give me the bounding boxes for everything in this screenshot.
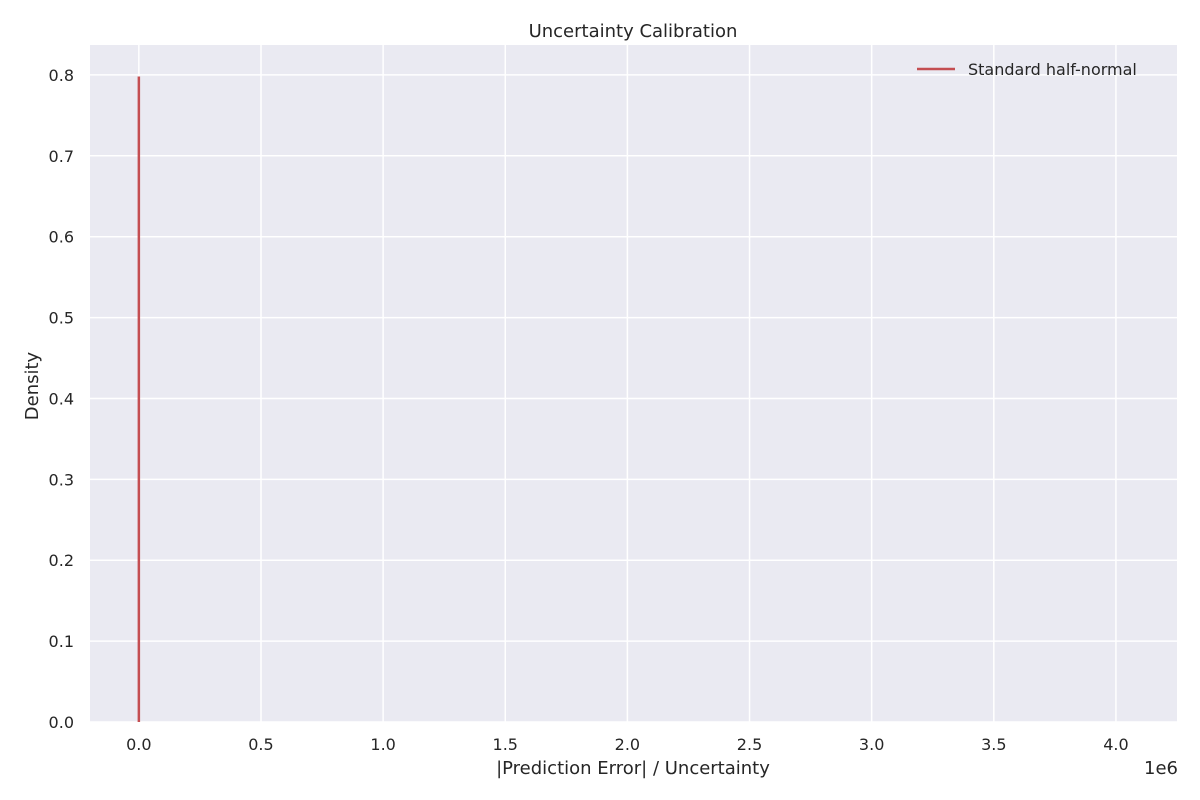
y-tick-label: 0.3: [49, 470, 74, 489]
y-tick-label: 0.2: [49, 551, 74, 570]
x-tick-label: 1.0: [370, 735, 395, 754]
x-axis-label: |Prediction Error| / Uncertainty: [496, 758, 770, 779]
x-tick-label: 0.5: [248, 735, 273, 754]
y-tick-label: 0.5: [49, 309, 74, 328]
x-tick-label: 3.0: [859, 735, 884, 754]
y-tick-label: 0.4: [49, 389, 74, 408]
x-tick-label: 0.0: [126, 735, 151, 754]
x-tick-label: 4.0: [1103, 735, 1128, 754]
legend: Standard half-normal: [917, 60, 1137, 79]
x-tick-label: 3.5: [981, 735, 1006, 754]
y-tick-label: 0.1: [49, 632, 74, 651]
y-tick-label: 0.6: [49, 228, 74, 247]
legend-label: Standard half-normal: [968, 60, 1137, 79]
y-tick-labels: 0.0 0.1 0.2 0.3 0.4 0.5 0.6 0.7 0.8: [49, 66, 74, 732]
x-tick-label: 2.0: [615, 735, 640, 754]
y-tick-label: 0.7: [49, 147, 74, 166]
y-tick-label: 0.0: [49, 713, 74, 732]
x-offset-label: 1e6: [1144, 758, 1178, 779]
grid-layer: [90, 45, 1177, 723]
x-tick-labels: 0.0 0.5 1.0 1.5 2.0 2.5 3.0 3.5 4.0: [126, 735, 1129, 754]
chart-title: Uncertainty Calibration: [529, 21, 738, 42]
y-axis-label: Density: [22, 351, 43, 420]
plot-area: [90, 45, 1177, 722]
x-tick-label: 1.5: [493, 735, 518, 754]
y-tick-label: 0.8: [49, 66, 74, 85]
x-tick-label: 2.5: [737, 735, 762, 754]
